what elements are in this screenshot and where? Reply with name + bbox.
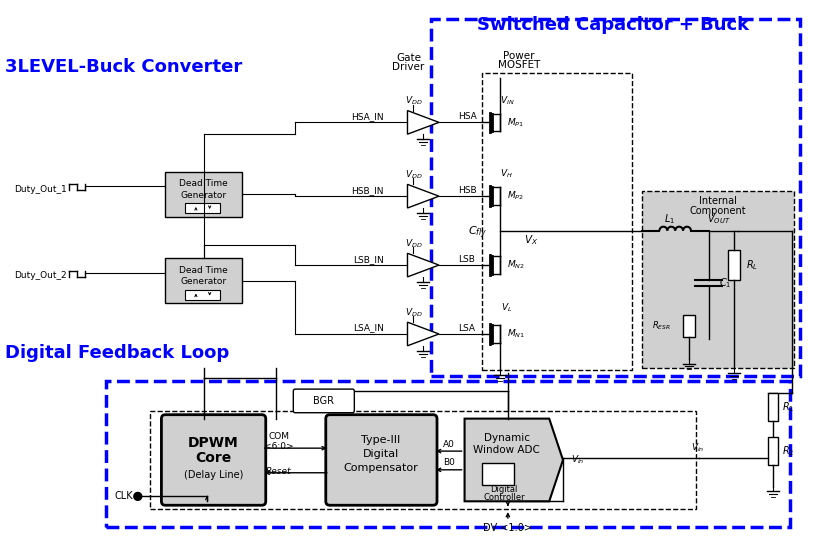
Bar — [431, 19, 800, 377]
Text: $R_2$: $R_2$ — [782, 444, 794, 458]
Text: $V_{DD}$: $V_{DD}$ — [405, 95, 423, 107]
Text: Digital: Digital — [491, 485, 518, 494]
Bar — [482, 73, 632, 371]
Text: $V_{DD}$: $V_{DD}$ — [405, 237, 423, 250]
Text: $R_1$: $R_1$ — [782, 400, 795, 414]
Text: Driver: Driver — [392, 62, 424, 72]
Text: $V_{in}$: $V_{in}$ — [571, 454, 585, 466]
Text: DV <1:0>: DV <1:0> — [483, 523, 532, 533]
Text: HSA_IN: HSA_IN — [351, 112, 384, 121]
Circle shape — [133, 492, 142, 500]
Text: Dead Time: Dead Time — [179, 266, 229, 274]
Text: $M_{N1}$: $M_{N1}$ — [507, 328, 525, 340]
Bar — [185, 289, 220, 300]
Polygon shape — [408, 322, 439, 346]
Bar — [482, 463, 514, 485]
Text: $M_{P2}$: $M_{P2}$ — [507, 190, 524, 202]
Text: LSA_IN: LSA_IN — [353, 324, 384, 333]
Text: Generator: Generator — [181, 278, 227, 286]
Text: LSB: LSB — [458, 255, 474, 263]
Text: $M_{N2}$: $M_{N2}$ — [507, 259, 525, 272]
Bar — [165, 258, 242, 304]
Text: Duty_Out_2: Duty_Out_2 — [14, 272, 67, 280]
Text: $R_{ESR}$: $R_{ESR}$ — [653, 320, 672, 332]
Text: LSA: LSA — [458, 324, 475, 333]
Text: Window ADC: Window ADC — [473, 445, 541, 455]
Text: Type-III: Type-III — [361, 436, 400, 445]
Text: Internal: Internal — [699, 196, 736, 206]
Bar — [150, 411, 696, 509]
Text: LSB_IN: LSB_IN — [353, 255, 384, 263]
Text: COM: COM — [268, 432, 289, 441]
Text: $C_{fly}$: $C_{fly}$ — [468, 225, 487, 241]
FancyBboxPatch shape — [326, 415, 437, 505]
Text: Controller: Controller — [483, 493, 525, 502]
Text: $V_H$: $V_H$ — [500, 167, 514, 180]
Text: Generator: Generator — [181, 191, 227, 200]
Text: MOSFET: MOSFET — [497, 60, 540, 70]
Text: BGR: BGR — [314, 396, 334, 406]
Bar — [683, 315, 695, 337]
Text: Dynamic: Dynamic — [484, 433, 530, 443]
Bar — [106, 381, 790, 527]
Text: 3LEVEL-Buck Converter: 3LEVEL-Buck Converter — [5, 58, 242, 76]
Text: DPWM: DPWM — [188, 436, 239, 450]
Text: $M_{P1}$: $M_{P1}$ — [507, 116, 524, 129]
Text: $L_1$: $L_1$ — [663, 212, 675, 226]
Bar — [728, 250, 740, 280]
Text: Switched Capacitor + Buck: Switched Capacitor + Buck — [477, 16, 749, 34]
Text: Component: Component — [690, 206, 746, 216]
Text: $V_{DD}$: $V_{DD}$ — [405, 306, 423, 319]
Text: Duty_Out_1: Duty_Out_1 — [14, 185, 67, 194]
Text: Core: Core — [196, 451, 232, 465]
Text: HSB_IN: HSB_IN — [351, 186, 384, 195]
Text: $V_{OUT}$: $V_{OUT}$ — [707, 212, 731, 226]
Polygon shape — [408, 253, 439, 277]
Polygon shape — [408, 110, 439, 134]
Polygon shape — [464, 419, 563, 502]
Text: $V_L$: $V_L$ — [501, 301, 513, 314]
Text: B0: B0 — [443, 458, 455, 467]
Text: Power: Power — [503, 51, 535, 62]
Text: $V_{IN}$: $V_{IN}$ — [500, 95, 514, 107]
Text: Digital: Digital — [363, 449, 399, 459]
FancyBboxPatch shape — [293, 389, 355, 413]
Text: $V_{DD}$: $V_{DD}$ — [405, 168, 423, 181]
Text: Digital Feedback Loop: Digital Feedback Loop — [5, 344, 229, 362]
Text: $C_1$: $C_1$ — [718, 276, 731, 289]
Polygon shape — [408, 184, 439, 208]
Text: <6:0>: <6:0> — [264, 441, 293, 451]
FancyBboxPatch shape — [161, 415, 265, 505]
Text: A0: A0 — [443, 440, 455, 448]
Bar — [185, 203, 220, 213]
Text: HSB: HSB — [458, 186, 477, 195]
Bar — [767, 393, 777, 420]
Text: (Delay Line): (Delay Line) — [184, 470, 243, 480]
Text: $V_{in}$: $V_{in}$ — [691, 442, 704, 454]
Text: HSA: HSA — [458, 112, 477, 121]
Text: Compensator: Compensator — [343, 463, 419, 473]
Text: CLK: CLK — [114, 491, 133, 502]
Text: Gate: Gate — [396, 54, 421, 63]
Text: Dead Time: Dead Time — [179, 179, 229, 188]
Bar — [642, 192, 794, 368]
Text: Reset: Reset — [266, 467, 292, 476]
Bar — [767, 437, 777, 465]
Text: $V_X$: $V_X$ — [524, 234, 539, 247]
Text: $R_L$: $R_L$ — [746, 258, 758, 272]
Bar — [165, 171, 242, 217]
